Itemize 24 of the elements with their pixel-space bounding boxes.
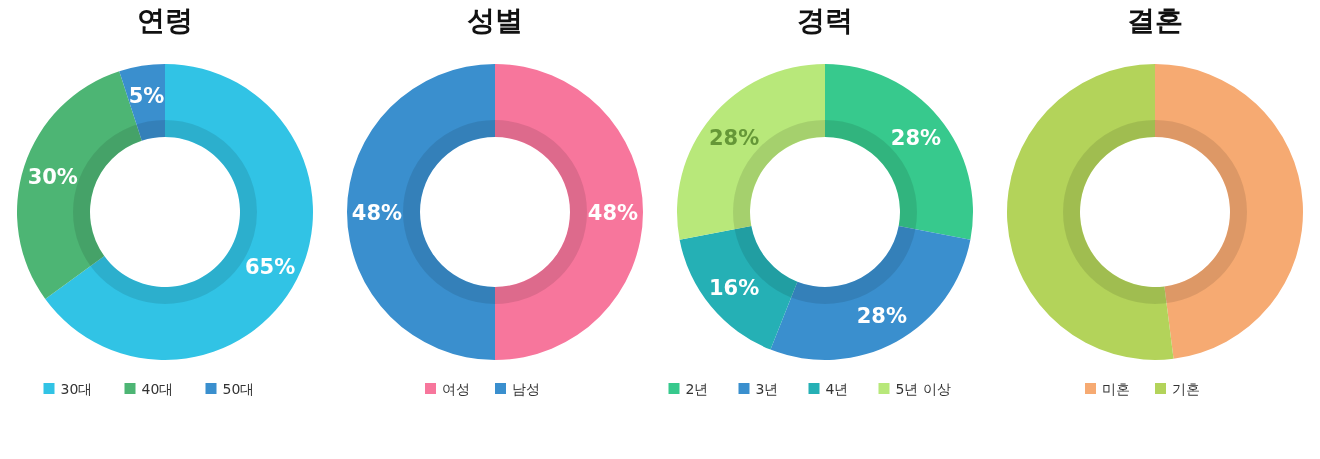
chart-title: 결혼 bbox=[1127, 4, 1183, 37]
data-label: 5% bbox=[128, 84, 165, 109]
chart-title: 경력 bbox=[797, 4, 853, 37]
data-label: 48% bbox=[587, 201, 639, 225]
legend-label: 3년 bbox=[755, 381, 779, 397]
data-label: 28% bbox=[890, 125, 942, 150]
data-label: 28% bbox=[708, 125, 760, 150]
legend-label: 여성 bbox=[442, 381, 470, 397]
legend-label: 기혼 bbox=[1172, 381, 1200, 397]
data-label: 28% bbox=[856, 304, 907, 329]
legend-label: 남성 bbox=[512, 381, 540, 397]
data-label: 65% bbox=[245, 254, 296, 279]
chart-title: 연령 bbox=[137, 4, 193, 37]
data-label: 48% bbox=[351, 201, 403, 225]
legend-label: 5년 이상 bbox=[895, 381, 951, 397]
chart-title: 성별 bbox=[467, 4, 523, 37]
data-label: 30% bbox=[27, 164, 78, 189]
legend-label: 미혼 bbox=[1102, 381, 1130, 397]
legend-label: 4년 bbox=[825, 381, 849, 397]
legend-label: 40대 bbox=[141, 381, 174, 397]
legend-label: 50대 bbox=[222, 381, 255, 397]
data-label: 16% bbox=[708, 276, 760, 301]
legend-label: 2년 bbox=[685, 381, 709, 397]
legend-label: 30대 bbox=[60, 381, 93, 397]
